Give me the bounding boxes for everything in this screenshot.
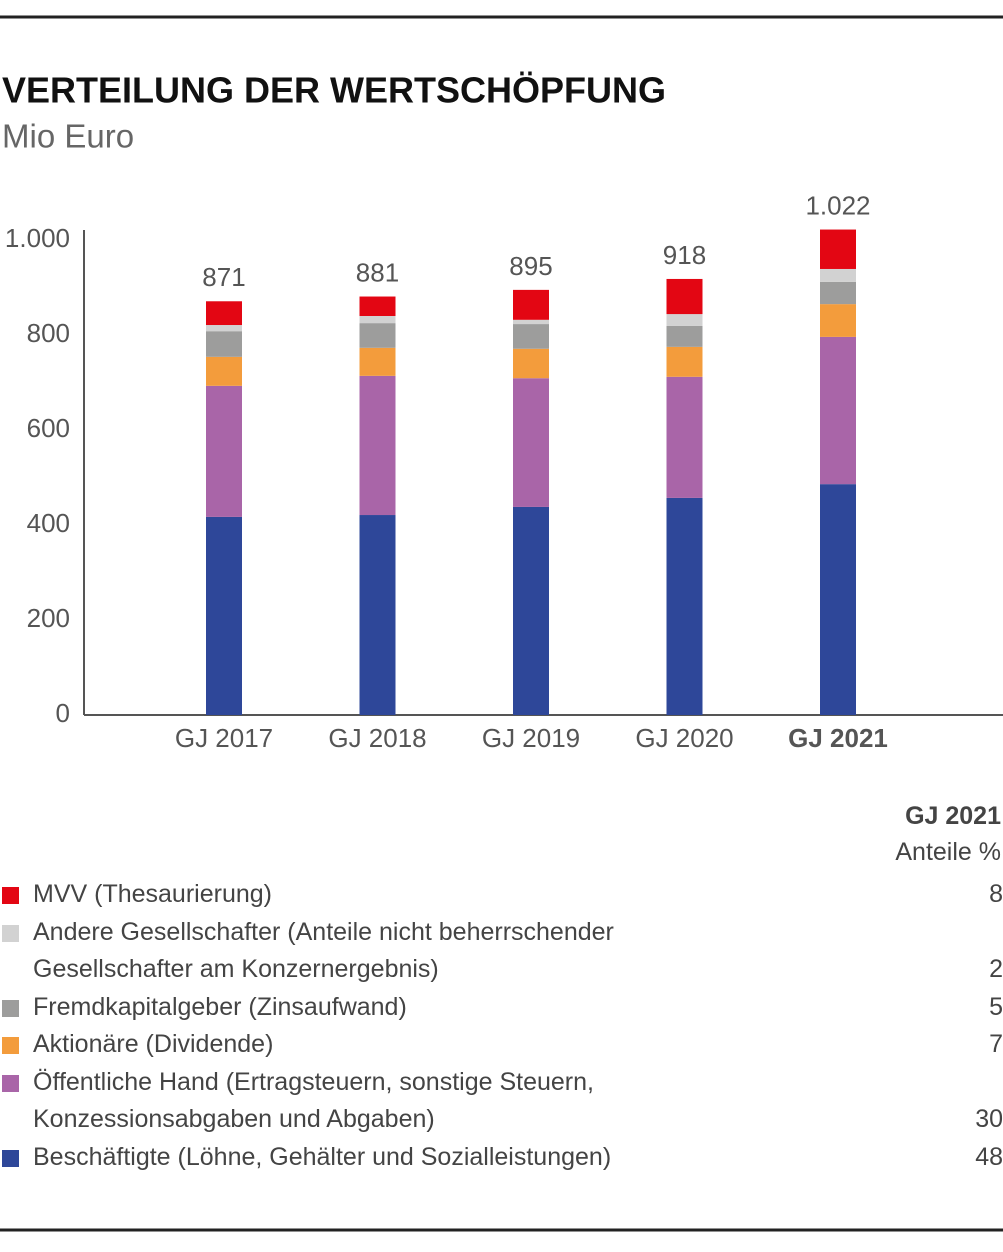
legend-row: Aktionäre (Dividende) 7 xyxy=(0,1026,1003,1064)
legend-row: MVV (Thesaurierung) 8 xyxy=(0,876,1003,914)
legend-row: Beschäftigte (Löhne, Gehälter und Sozial… xyxy=(0,1139,1003,1177)
legend-swatch xyxy=(2,887,19,904)
bar-segment xyxy=(666,376,703,498)
bar-segment xyxy=(513,378,549,507)
legend-row: Andere Gesellschafter (Anteile nicht beh… xyxy=(0,914,1003,989)
legend-label: Andere Gesellschafter (Anteile nicht beh… xyxy=(33,917,614,984)
bar-segment xyxy=(206,325,242,332)
x-tick-label: GJ 2017 xyxy=(175,723,273,753)
y-tick-label: 800 xyxy=(27,318,70,348)
legend-swatch xyxy=(2,1074,19,1092)
x-tick-label: GJ 2019 xyxy=(482,723,580,753)
bar-segment xyxy=(359,296,396,316)
share-value: 2 xyxy=(989,955,1003,983)
bar-segment xyxy=(206,331,242,357)
share-value: 8 xyxy=(989,880,1003,908)
legend-subheader: Anteile % xyxy=(895,838,1001,866)
legend-row: Fremdkapitalgeber (Zinsaufwand) 5 xyxy=(0,989,1003,1027)
value-label: 895 xyxy=(509,251,552,281)
bar-segment xyxy=(820,268,856,282)
bar-segment xyxy=(206,356,242,386)
legend-label: Öffentliche Hand (Ertragsteuern, sonstig… xyxy=(33,1067,594,1134)
bar-segment xyxy=(820,484,856,715)
bar-segment xyxy=(359,515,396,715)
bar-segment xyxy=(513,319,549,325)
value-label: 1.022 xyxy=(805,190,870,220)
legend-label: MVV (Thesaurierung) xyxy=(33,880,272,908)
bar-segment xyxy=(666,325,703,347)
chart-subtitle: Mio Euro xyxy=(2,118,134,155)
y-tick-label: 0 xyxy=(56,698,70,728)
bar-segment xyxy=(820,281,856,305)
bar-segment xyxy=(359,323,396,348)
legend-header: GJ 2021 xyxy=(905,802,1001,830)
bar-segment xyxy=(666,314,703,326)
bar-segment xyxy=(820,304,856,337)
bar-segment xyxy=(513,324,549,349)
x-tick-label: GJ 2020 xyxy=(635,723,733,753)
legend-swatch xyxy=(2,1149,19,1167)
bar-segment xyxy=(666,278,703,315)
share-value: 48 xyxy=(975,1142,1003,1171)
legend-label: Aktionäre (Dividende) xyxy=(33,1030,274,1058)
bar-segment xyxy=(359,347,396,376)
value-label: 871 xyxy=(202,262,245,292)
x-tick-label: GJ 2021 xyxy=(788,723,888,753)
y-tick-label: 400 xyxy=(27,508,70,538)
value-label: 881 xyxy=(356,257,399,287)
bar-segment xyxy=(359,316,396,324)
share-value: 5 xyxy=(989,992,1003,1021)
y-tick-label: 600 xyxy=(27,413,70,443)
bar-segment xyxy=(820,229,856,269)
legend-label: Fremdkapitalgeber (Zinsaufwand) xyxy=(33,992,407,1021)
legend-label: Beschäftigte (Löhne, Gehälter und Sozial… xyxy=(33,1142,612,1171)
share-value: 30 xyxy=(975,1105,1003,1133)
bar-segment xyxy=(513,348,549,379)
bar-segment xyxy=(666,497,703,715)
y-tick-label: 1.000 xyxy=(5,223,70,253)
bar-segment xyxy=(206,516,242,715)
share-value: 7 xyxy=(989,1030,1003,1058)
bar-segment xyxy=(206,301,242,326)
legend-row: Öffentliche Hand (Ertragsteuern, sonstig… xyxy=(0,1064,1003,1139)
legend-swatch xyxy=(2,999,19,1017)
chart-title: VERTEILUNG DER WERTSCHÖPFUNG xyxy=(2,70,666,111)
bar-segment xyxy=(513,289,549,320)
y-tick-label: 200 xyxy=(27,603,70,633)
x-tick-label: GJ 2018 xyxy=(328,723,426,753)
bar-segment xyxy=(206,385,242,517)
value-label: 918 xyxy=(663,240,706,270)
bar-segment xyxy=(359,375,396,516)
bar-segment xyxy=(820,336,856,485)
bar-segment xyxy=(666,346,703,377)
legend-swatch xyxy=(2,924,19,942)
legend: MVV (Thesaurierung) 8 Andere Gesellschafte… xyxy=(0,876,1003,1176)
legend-swatch xyxy=(2,1037,19,1054)
bar-segment xyxy=(513,506,549,715)
